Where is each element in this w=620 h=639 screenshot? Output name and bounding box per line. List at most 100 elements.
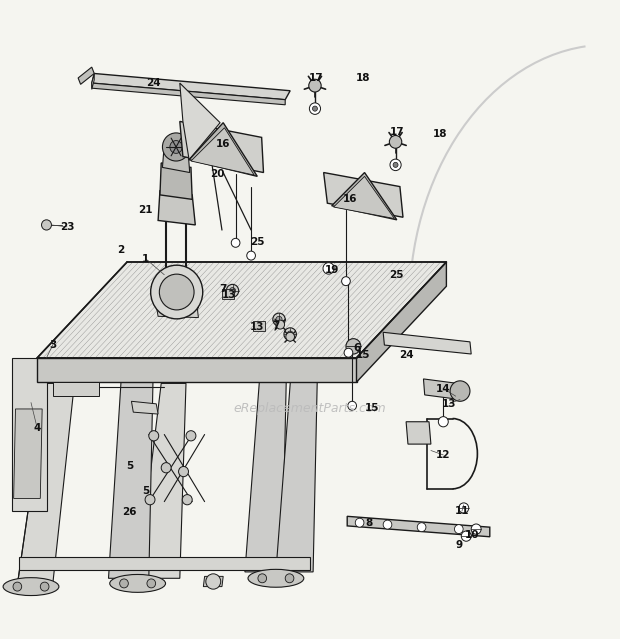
Polygon shape [156, 305, 198, 318]
Polygon shape [347, 516, 490, 537]
Polygon shape [334, 176, 394, 219]
Text: 16: 16 [216, 139, 231, 149]
Text: 14: 14 [436, 383, 451, 394]
Circle shape [383, 520, 392, 529]
Circle shape [206, 574, 221, 589]
Text: 8: 8 [365, 518, 373, 528]
Circle shape [450, 381, 470, 401]
Circle shape [40, 582, 49, 591]
Circle shape [461, 531, 471, 541]
Polygon shape [14, 409, 42, 498]
Circle shape [471, 524, 481, 534]
Circle shape [459, 503, 469, 513]
Polygon shape [12, 358, 46, 511]
Ellipse shape [110, 574, 166, 592]
Polygon shape [162, 152, 190, 173]
Text: 25: 25 [250, 236, 265, 247]
Circle shape [342, 277, 350, 286]
Circle shape [276, 316, 282, 323]
Polygon shape [245, 286, 288, 572]
Circle shape [151, 265, 203, 319]
Text: eReplacementParts.com: eReplacementParts.com [234, 403, 386, 415]
Text: 10: 10 [465, 530, 480, 540]
Text: 21: 21 [138, 204, 153, 215]
Polygon shape [189, 123, 257, 176]
Text: 12: 12 [436, 450, 451, 460]
Circle shape [170, 141, 182, 153]
Polygon shape [92, 73, 94, 89]
Polygon shape [253, 321, 265, 331]
Polygon shape [131, 401, 158, 414]
Text: 16: 16 [343, 194, 358, 204]
Text: 24: 24 [146, 78, 161, 88]
Polygon shape [332, 173, 397, 220]
Polygon shape [324, 173, 403, 217]
Polygon shape [53, 382, 99, 396]
Polygon shape [160, 163, 192, 199]
Text: 13: 13 [222, 290, 237, 300]
Text: 15: 15 [365, 403, 379, 413]
Circle shape [309, 103, 321, 114]
Polygon shape [180, 121, 264, 173]
Polygon shape [383, 332, 471, 354]
Circle shape [179, 466, 188, 477]
Text: 5: 5 [142, 486, 149, 496]
Circle shape [247, 251, 255, 260]
Circle shape [454, 525, 463, 534]
Polygon shape [222, 289, 234, 299]
Circle shape [286, 332, 294, 341]
Text: 13: 13 [250, 322, 265, 332]
Circle shape [120, 579, 128, 588]
Ellipse shape [248, 569, 304, 587]
Circle shape [258, 574, 267, 583]
Text: 4: 4 [33, 423, 41, 433]
Text: 25: 25 [389, 270, 404, 280]
Polygon shape [138, 383, 186, 578]
Text: 7: 7 [219, 284, 227, 294]
Polygon shape [37, 262, 446, 358]
Polygon shape [191, 128, 254, 175]
Polygon shape [108, 286, 155, 578]
Circle shape [147, 579, 156, 588]
Polygon shape [423, 379, 459, 399]
Polygon shape [180, 83, 220, 160]
Polygon shape [19, 557, 310, 570]
Text: 15: 15 [355, 350, 370, 360]
Text: 17: 17 [389, 127, 404, 137]
Circle shape [273, 313, 285, 326]
Circle shape [346, 339, 361, 354]
Text: 6: 6 [353, 343, 360, 353]
Polygon shape [156, 279, 198, 308]
Circle shape [323, 263, 334, 274]
Ellipse shape [3, 578, 59, 596]
Circle shape [284, 328, 296, 341]
Polygon shape [406, 422, 431, 444]
Circle shape [162, 133, 190, 161]
Circle shape [417, 523, 426, 532]
Text: 26: 26 [122, 507, 136, 518]
Text: 24: 24 [399, 350, 414, 360]
Text: 2: 2 [117, 245, 125, 256]
Circle shape [42, 220, 51, 230]
Circle shape [285, 574, 294, 583]
Circle shape [229, 288, 236, 294]
Circle shape [182, 495, 192, 505]
Text: 23: 23 [60, 222, 74, 232]
Polygon shape [92, 83, 285, 105]
Circle shape [13, 582, 22, 591]
Polygon shape [203, 576, 223, 587]
Circle shape [393, 162, 398, 167]
Circle shape [149, 431, 159, 441]
Text: 19: 19 [324, 265, 339, 275]
Circle shape [226, 284, 239, 297]
Circle shape [355, 518, 364, 527]
Circle shape [161, 463, 171, 473]
Circle shape [312, 106, 317, 111]
Circle shape [348, 401, 356, 410]
Polygon shape [158, 190, 195, 225]
Circle shape [389, 135, 402, 148]
Polygon shape [356, 262, 446, 382]
Circle shape [390, 159, 401, 171]
Circle shape [186, 431, 196, 441]
Text: 18: 18 [355, 73, 370, 83]
